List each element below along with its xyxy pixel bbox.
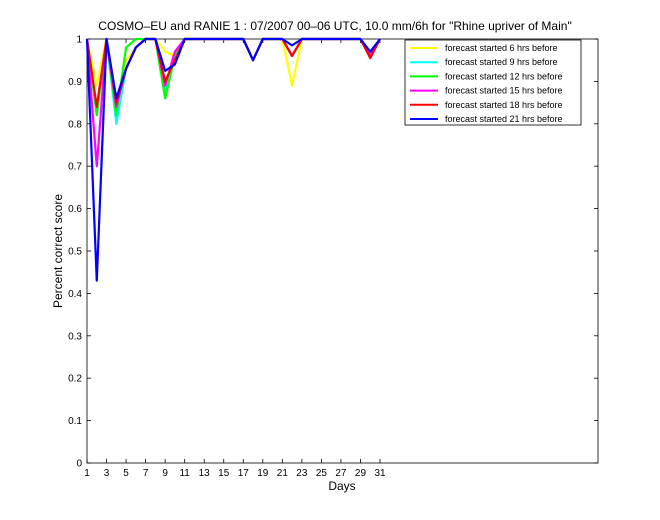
x-tick-label: 5: [123, 468, 129, 479]
legend-label-2: forecast started 9 hrs before: [445, 57, 558, 67]
y-tick-label: 0.3: [68, 331, 82, 342]
x-tick-label: 31: [374, 468, 386, 479]
x-tick-label: 15: [218, 468, 230, 479]
x-tick-label: 11: [179, 468, 190, 479]
series-layer: [85, 37, 381, 282]
y-tick-label: 0.4: [68, 289, 82, 300]
legend-label-1: forecast started 6 hrs before: [445, 43, 558, 53]
legend-box: [404, 39, 582, 126]
legend-label-3: forecast started 12 hrs before: [445, 71, 563, 81]
y-tick-label: 0.9: [68, 77, 82, 88]
x-axis-label: Days: [328, 479, 355, 493]
y-tick-label: 0.5: [68, 247, 82, 258]
legend-label-5: forecast started 18 hrs before: [445, 100, 563, 110]
x-tick-label: 29: [355, 468, 367, 479]
x-tick-label: 21: [277, 468, 289, 479]
y-tick-label: 0.8: [68, 119, 82, 130]
y-tick-label: 0.1: [68, 416, 82, 427]
y-axis: 0 0.1 0.2 0.3 0.4 0.5 0.6 0.7 0.8 0.9 1: [68, 35, 598, 470]
x-axis: 1 3 5 7 9 11 13 15 17 19 21 23 25 27 29 31: [84, 39, 386, 479]
legend-label-6: forecast started 21 hrs before: [445, 114, 563, 124]
x-tick-label: 7: [143, 468, 149, 479]
x-tick-label: 13: [199, 468, 211, 479]
chart-title: COSMO–EU and RANIE 1 : 07/2007 00–06 UTC…: [98, 19, 571, 33]
legend: forecast started 6 hrs before forecast st…: [404, 39, 582, 126]
x-tick-label: 17: [238, 468, 250, 479]
x-tick-label: 19: [257, 468, 269, 479]
y-tick-label: 0.6: [68, 204, 82, 215]
x-tick-label: 27: [335, 468, 347, 479]
series-line-6: [85, 37, 381, 282]
x-tick-label: 3: [104, 468, 110, 479]
x-tick-label: 1: [84, 468, 90, 479]
y-axis-label: Percent correct score: [51, 194, 65, 308]
legend-label-4: forecast started 15 hrs before: [445, 86, 563, 96]
x-tick-label: 9: [162, 468, 168, 479]
y-tick-label: 1: [76, 35, 82, 46]
x-tick-label: 25: [316, 468, 328, 479]
y-tick-label: 0: [76, 459, 82, 470]
y-tick-label: 0.2: [68, 374, 82, 385]
y-tick-label: 0.7: [68, 162, 82, 173]
x-tick-label: 23: [296, 468, 308, 479]
